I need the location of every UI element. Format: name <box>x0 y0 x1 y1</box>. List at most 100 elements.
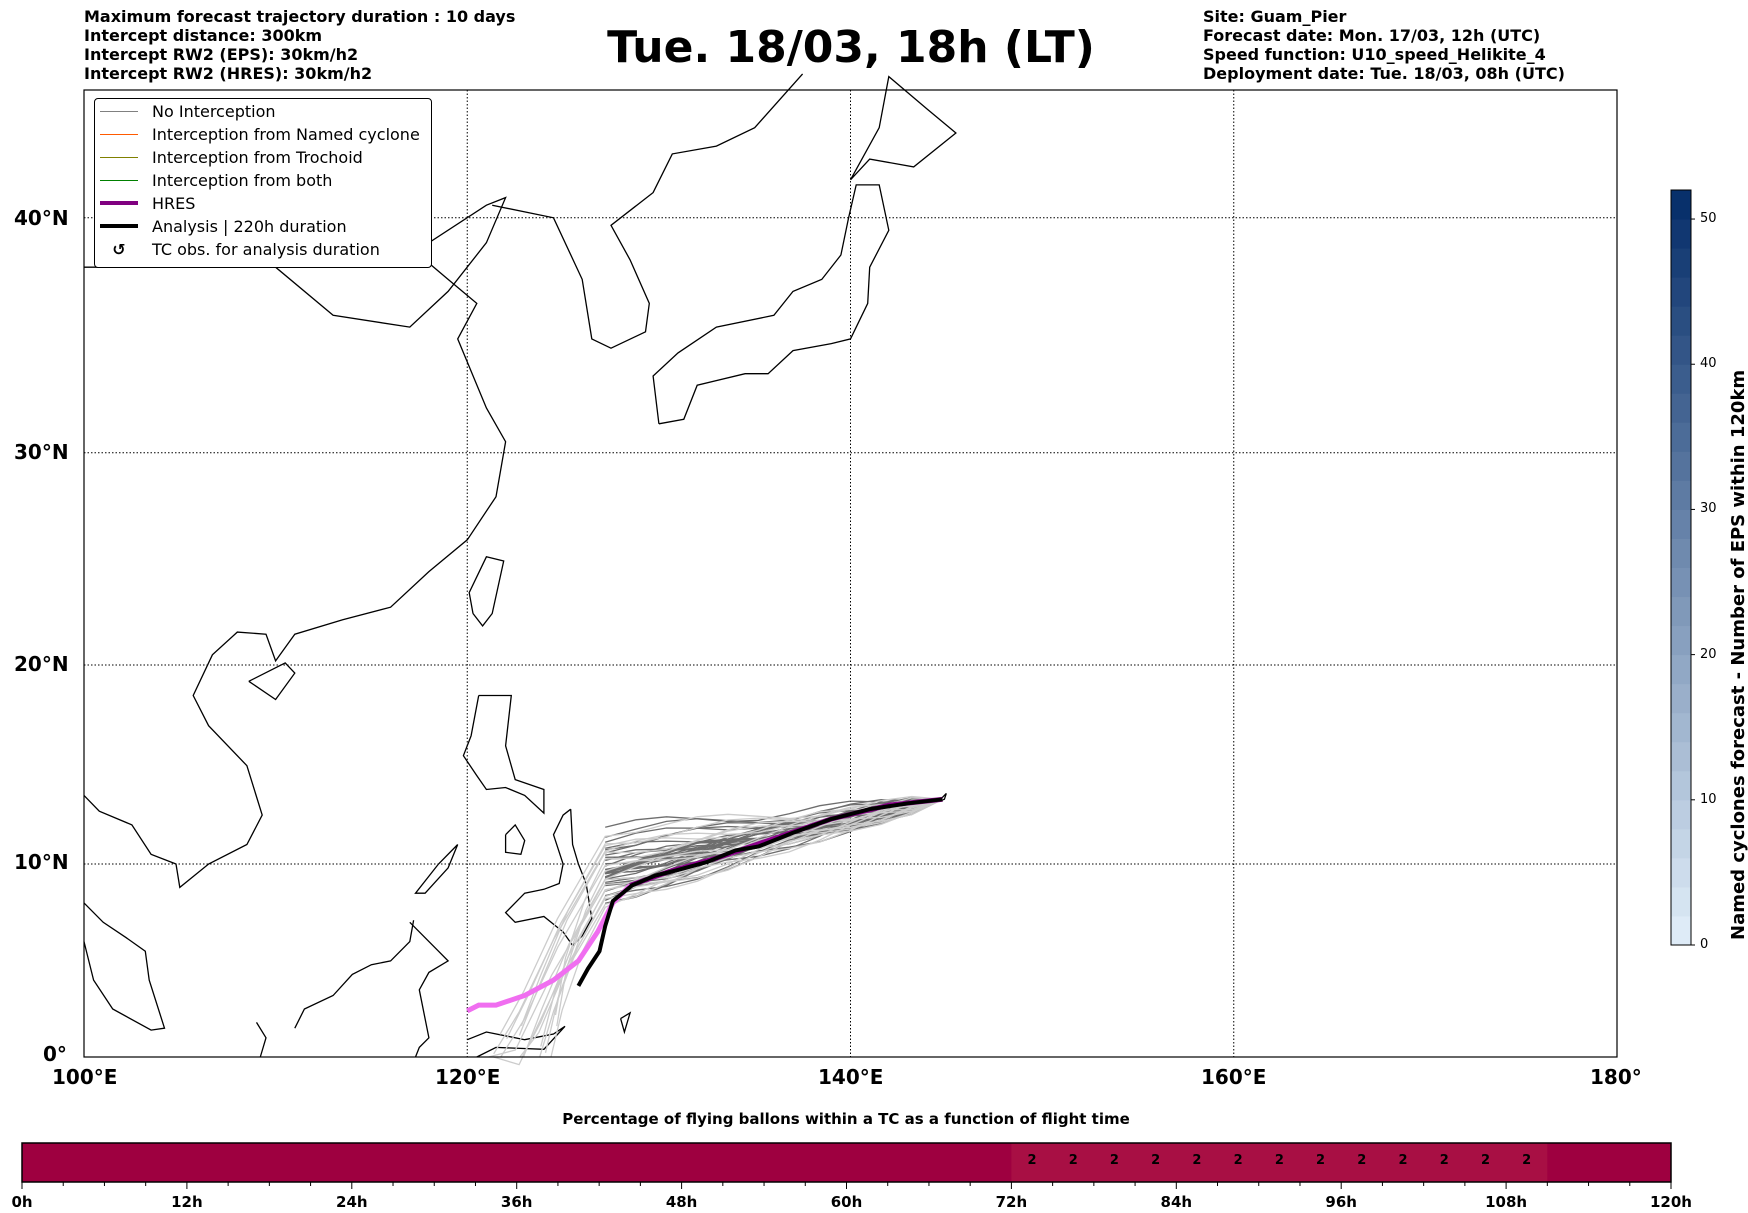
legend-label: Interception from Trochoid <box>152 147 363 167</box>
ensemble-trajectory <box>493 798 943 1066</box>
colorbar-segment <box>1671 306 1691 336</box>
legend-item-analysis: Analysis | 220h duration <box>95 215 347 237</box>
ensemble-trajectory <box>518 798 943 1036</box>
coastline <box>83 902 166 1031</box>
timebar-value-label: 2 <box>1192 1153 1202 1168</box>
timebar-value-label: 2 <box>1068 1153 1078 1168</box>
timebar-tick-label: 120h <box>1650 1193 1692 1211</box>
cyclone-icon: ↺ <box>112 239 126 259</box>
lat-label: 10°N <box>14 850 69 874</box>
colorbar-segment <box>1671 393 1691 423</box>
coastline <box>504 823 526 856</box>
timebar-tick-label: 0h <box>11 1193 33 1211</box>
lon-label: 100°E <box>52 1065 118 1089</box>
coastline <box>652 184 890 425</box>
legend-item-both: Interception from both <box>95 169 332 191</box>
timebar-tick-label: 108h <box>1485 1193 1528 1211</box>
header-info-left: Maximum forecast trajectory duration : 1… <box>84 7 515 83</box>
timebar-value-label: 2 <box>1480 1153 1491 1168</box>
timebar-tick-label: 60h <box>830 1193 863 1211</box>
colorbar-segment <box>1671 277 1691 307</box>
timebar-tick-label: 84h <box>1160 1193 1193 1211</box>
colorbar-tick-label: 30 <box>1700 501 1717 517</box>
colorbar-segment <box>1671 538 1691 568</box>
colorbar-segment <box>1671 683 1691 714</box>
colorbar-tick-label: 0 <box>1700 937 1709 952</box>
ensemble-trajectory <box>550 798 943 1058</box>
coastline <box>462 694 545 815</box>
timebar-value-label: 2 <box>1151 1153 1161 1168</box>
legend-item-trochoid: Interception from Trochoid <box>95 146 363 168</box>
coastline <box>255 1022 267 1058</box>
lat-label: 40°N <box>14 206 69 230</box>
site-text: Site: Guam_Pier <box>1203 7 1347 26</box>
timebar-title: Percentage of flying ballons within a TC… <box>562 1110 1130 1128</box>
timebar-tick-label: 96h <box>1325 1193 1357 1211</box>
colorbar-segment <box>1671 886 1691 917</box>
page-title: Tue. 18/03, 18h (LT) <box>607 22 1095 73</box>
colorbar-segment <box>1671 770 1691 801</box>
colorbar-tick-label: 50 <box>1700 211 1717 227</box>
timebar-value-label: 2 <box>1398 1153 1408 1168</box>
colorbar-segment <box>1671 712 1691 743</box>
colorbar <box>1670 189 1695 946</box>
colorbar-segment <box>1671 625 1691 656</box>
colorbar-segment <box>1671 509 1691 539</box>
timebar-tick-label: 36h <box>500 1193 533 1211</box>
timebar-value-label: 2 <box>1274 1153 1284 1168</box>
colorbar-segment <box>1671 857 1691 888</box>
timebar-value-label: 2 <box>1439 1153 1449 1168</box>
timebar-value-label: 2 <box>1233 1153 1243 1168</box>
trajectories <box>466 795 943 1066</box>
max-duration-text: Maximum forecast trajectory duration : 1… <box>84 7 516 26</box>
timebar-value-label: 2 <box>1109 1153 1119 1168</box>
legend-label: Analysis | 220h duration <box>152 216 347 236</box>
coastline <box>414 844 459 894</box>
colorbar-segment <box>1671 799 1691 830</box>
ensemble-trajectory <box>499 795 943 1035</box>
legend-item-hres: HRES <box>95 192 195 214</box>
coastline <box>467 1025 566 1058</box>
intercept-eps-text: Intercept RW2 (EPS): 30km/h2 <box>84 45 359 64</box>
colorbar-segment <box>1671 248 1691 278</box>
coastline <box>294 920 415 1029</box>
coastline <box>849 75 957 181</box>
lon-label: 140°E <box>818 1065 884 1089</box>
ensemble-trajectory <box>539 798 943 1058</box>
timebar-value-label: 2 <box>1027 1153 1037 1168</box>
coastline <box>468 556 505 627</box>
timebar-value-label: 2 <box>1357 1153 1367 1168</box>
legend-item-named-cyclone: Interception from Named cyclone <box>95 123 420 145</box>
colorbar-segment <box>1671 915 1691 946</box>
coastline <box>409 921 450 1058</box>
speed-function-text: Speed function: U10_speed_Helikite_4 <box>1203 45 1546 64</box>
legend-item-no-interception: No Interception <box>95 100 276 122</box>
legend-label: HRES <box>152 193 196 213</box>
coastline <box>492 73 804 349</box>
coastline <box>248 662 296 701</box>
legend: No Interception Interception from Named … <box>94 98 432 268</box>
colorbar-segment <box>1671 654 1691 685</box>
deployment-date-text: Deployment date: Tue. 18/03, 08h (UTC) <box>1203 64 1565 83</box>
lat-label: 30°N <box>14 440 69 464</box>
legend-label: No Interception <box>152 101 276 121</box>
colorbar-segment <box>1671 364 1691 394</box>
analysis-trajectory <box>576 797 943 987</box>
colorbar-segment <box>1671 741 1691 772</box>
ensemble-trajectory <box>493 798 943 1055</box>
colorbar-tick-label: 40 <box>1700 356 1717 372</box>
ensemble-trajectory <box>521 798 943 1058</box>
lat-label: 20°N <box>14 652 69 676</box>
colorbar-segment <box>1671 190 1691 220</box>
colorbar-segment <box>1671 219 1691 249</box>
colorbar-segment <box>1671 335 1691 365</box>
colorbar-segment <box>1671 596 1691 627</box>
colorbar-segment <box>1671 828 1691 859</box>
colorbar-tick-label: 20 <box>1700 646 1717 662</box>
colorbar-label: Named cyclones forecast - Number of EPS … <box>1728 369 1748 940</box>
timebar <box>21 1142 1672 1189</box>
colorbar-segment <box>1671 480 1691 510</box>
ensemble-trajectory <box>544 798 943 1053</box>
header-info-right: Site: Guam_Pier Forecast date: Mon. 17/0… <box>1203 7 1565 83</box>
